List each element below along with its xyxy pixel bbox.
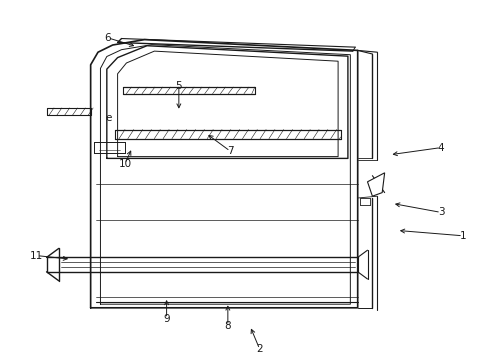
- Text: 5: 5: [175, 81, 182, 91]
- Text: e: e: [105, 113, 112, 123]
- Polygon shape: [368, 173, 385, 196]
- Text: 7: 7: [227, 146, 234, 156]
- Text: 9: 9: [163, 314, 170, 324]
- Text: 6: 6: [104, 33, 111, 43]
- Text: 3: 3: [438, 207, 444, 217]
- Text: 11: 11: [30, 251, 44, 261]
- Text: 2: 2: [256, 344, 263, 354]
- Text: 10: 10: [119, 159, 131, 169]
- Text: 1: 1: [460, 231, 466, 241]
- Text: 8: 8: [224, 321, 231, 331]
- Text: 4: 4: [438, 143, 444, 153]
